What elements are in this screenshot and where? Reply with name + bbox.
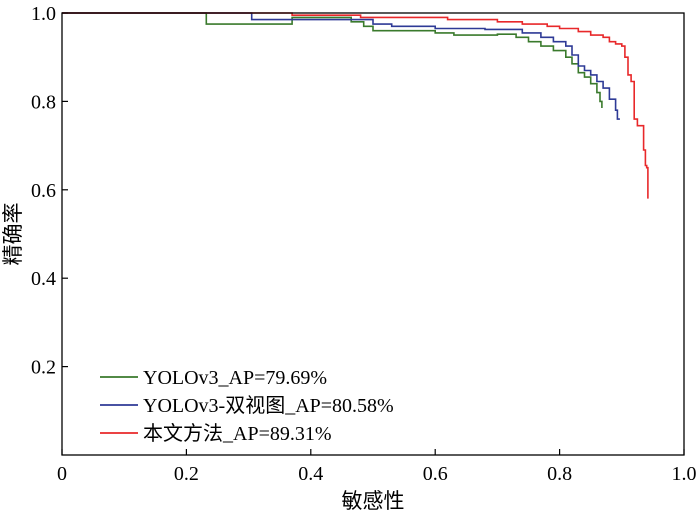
y-tick-label-0: 0.2 [31,357,56,379]
series-line-1 [62,12,603,108]
x-tick-label-2: 0.4 [298,463,323,485]
y-tick-label-3: 0.8 [31,91,56,113]
x-axis-label: 敏感性 [342,489,405,513]
legend-label-3: 本文方法_AP=89.31% [143,422,332,445]
series-line-2 [62,12,620,120]
legend-label-2: YOLOv3-双视图_AP=80.58% [143,394,394,417]
ticks-layer: 0 0.2 0.4 0.6 0.8 1.0 0.2 0.4 0.6 0.8 1.0 [31,3,697,485]
series-line-3 [62,12,649,199]
y-tick-label-1: 0.4 [31,268,56,290]
x-tick-label-4: 0.8 [547,463,572,485]
y-tick-label-4: 1.0 [31,3,56,25]
x-tick-label-0: 0 [57,463,67,485]
plot-frame [61,12,685,456]
x-tick-label-3: 0.6 [423,463,448,485]
legend: YOLOv3_AP=79.69% YOLOv3-双视图_AP=80.58% 本文方法… [100,367,394,445]
curves-layer [62,12,649,199]
y-tick-label-2: 0.6 [31,180,56,202]
legend-label-1: YOLOv3_AP=79.69% [143,367,327,389]
y-axis-label: 精确率 [1,203,25,266]
x-tick-label-5: 1.0 [672,463,697,485]
x-tick-label-1: 0.2 [174,463,199,485]
